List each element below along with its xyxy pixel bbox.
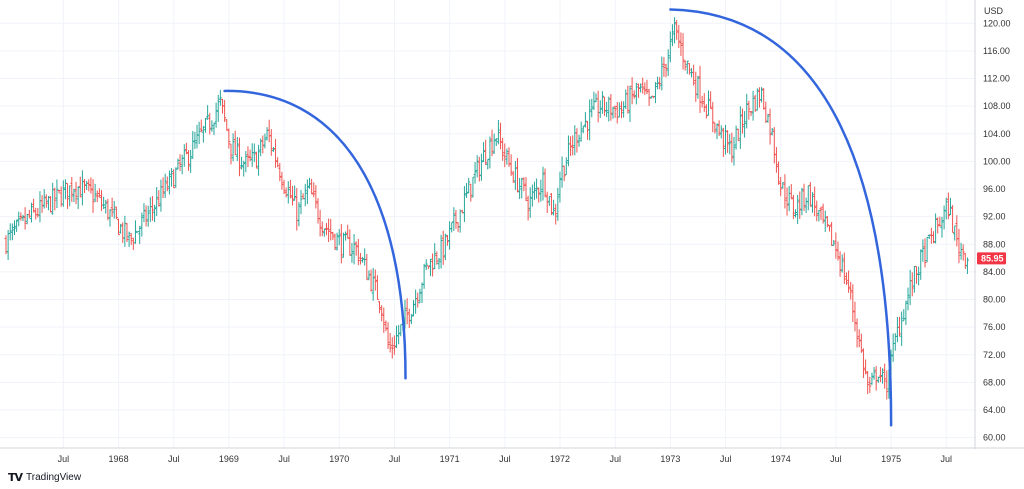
axes: 120.00 116.00 112.00 108.00 104.00 100.00 96.0… — [0, 0, 1024, 464]
x-tick-label: Jul — [720, 454, 732, 464]
y-tick-label: 72.00 — [983, 350, 1006, 360]
ohlc-bars — [4, 17, 969, 400]
y-tick-label: 88.00 — [983, 239, 1006, 249]
x-tick-label: 1973 — [660, 454, 680, 464]
x-tick-label: 1971 — [440, 454, 460, 464]
y-tick-label: 60.00 — [983, 433, 1006, 443]
last-price-label: 85.95 — [981, 253, 1004, 263]
y-tick-label: 64.00 — [983, 405, 1006, 415]
x-tick-label: Jul — [389, 454, 401, 464]
x-tick-label: 1974 — [771, 454, 791, 464]
trend-arcs — [223, 8, 893, 427]
y-tick-label: 84.00 — [983, 267, 1006, 277]
x-tick-label: Jul — [830, 454, 842, 464]
y-tick-label: 76.00 — [983, 322, 1006, 332]
y-tick-label: 104.00 — [983, 129, 1011, 139]
y-tick-label: 120.00 — [983, 18, 1011, 28]
tradingview-brand-name: TradingView — [26, 472, 82, 483]
last-price-tag — [977, 252, 1006, 265]
x-tick-label: 1975 — [881, 454, 901, 464]
x-tick-label: 1972 — [550, 454, 570, 464]
x-tick-label: Jul — [609, 454, 621, 464]
x-tick-label: Jul — [499, 454, 511, 464]
y-tick-label: 112.00 — [983, 74, 1010, 84]
y-tick-label: 96.00 — [983, 184, 1006, 194]
x-tick-label: Jul — [941, 454, 953, 464]
x-tick-label: Jul — [58, 454, 70, 464]
y-tick-label: 100.00 — [983, 156, 1011, 166]
currency-label: USD — [984, 6, 1004, 16]
y-tick-label: 80.00 — [983, 295, 1006, 305]
x-tick-label: 1970 — [329, 454, 349, 464]
x-tick-label: Jul — [168, 454, 180, 464]
y-tick-label: 92.00 — [983, 212, 1006, 222]
x-tick-label: 1968 — [109, 454, 129, 464]
tradingview-branding[interactable]: TV TradingView — [8, 471, 81, 484]
x-tick-label: Jul — [278, 454, 290, 464]
y-tick-label: 116.00 — [983, 46, 1010, 56]
trend-arc-2 — [669, 8, 893, 427]
tradingview-logo-icon: TV — [8, 471, 23, 484]
y-tick-label: 108.00 — [983, 101, 1011, 111]
x-tick-label: 1969 — [219, 454, 239, 464]
trend-arc-1 — [223, 89, 407, 380]
y-tick-label: 68.00 — [983, 377, 1006, 387]
